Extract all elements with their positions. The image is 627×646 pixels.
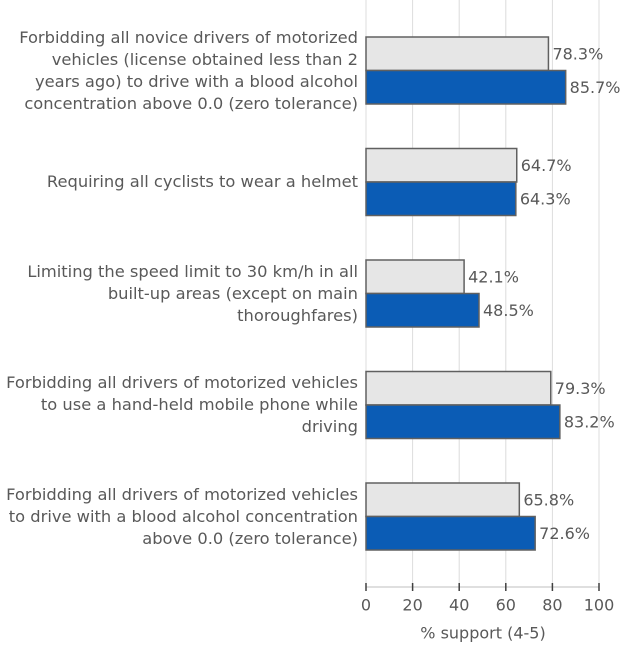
bar xyxy=(365,292,480,328)
x-tick-label: 60 xyxy=(496,596,516,615)
bar xyxy=(365,259,465,295)
value-label: 83.2% xyxy=(564,412,615,431)
bar xyxy=(365,515,536,551)
category-label: Forbidding all drivers of motorized vehi… xyxy=(6,373,358,436)
x-tick-label: 0 xyxy=(361,596,371,615)
category-label: Limiting the speed limit to 30 km/h in a… xyxy=(27,261,358,325)
category-label: Requiring all cyclists to wear a helmet xyxy=(46,172,358,191)
value-label: 85.7% xyxy=(570,78,621,97)
x-tick-label: 40 xyxy=(449,596,469,615)
x-tick-label: 20 xyxy=(402,596,422,615)
value-label: 78.3% xyxy=(552,44,603,63)
bar xyxy=(365,147,518,183)
x-tick-label: 80 xyxy=(542,596,562,615)
value-label: 79.3% xyxy=(555,379,606,398)
bar xyxy=(365,36,550,72)
category-label: Forbidding all novice drivers of motoriz… xyxy=(19,27,358,113)
bar xyxy=(365,404,561,440)
bar xyxy=(365,370,552,406)
value-label: 42.1% xyxy=(468,267,519,286)
x-tick-label: 100 xyxy=(584,596,615,615)
x-axis-label: % support (4-5) xyxy=(420,624,545,643)
value-label: 64.7% xyxy=(521,156,572,175)
value-label: 48.5% xyxy=(483,301,534,320)
value-label: 64.3% xyxy=(520,189,571,208)
value-label: 65.8% xyxy=(523,490,574,509)
bar xyxy=(365,482,521,518)
category-label: Forbidding all drivers of motorized vehi… xyxy=(6,484,358,548)
bar xyxy=(365,69,567,105)
value-label: 72.6% xyxy=(539,524,590,543)
bar xyxy=(365,181,517,217)
